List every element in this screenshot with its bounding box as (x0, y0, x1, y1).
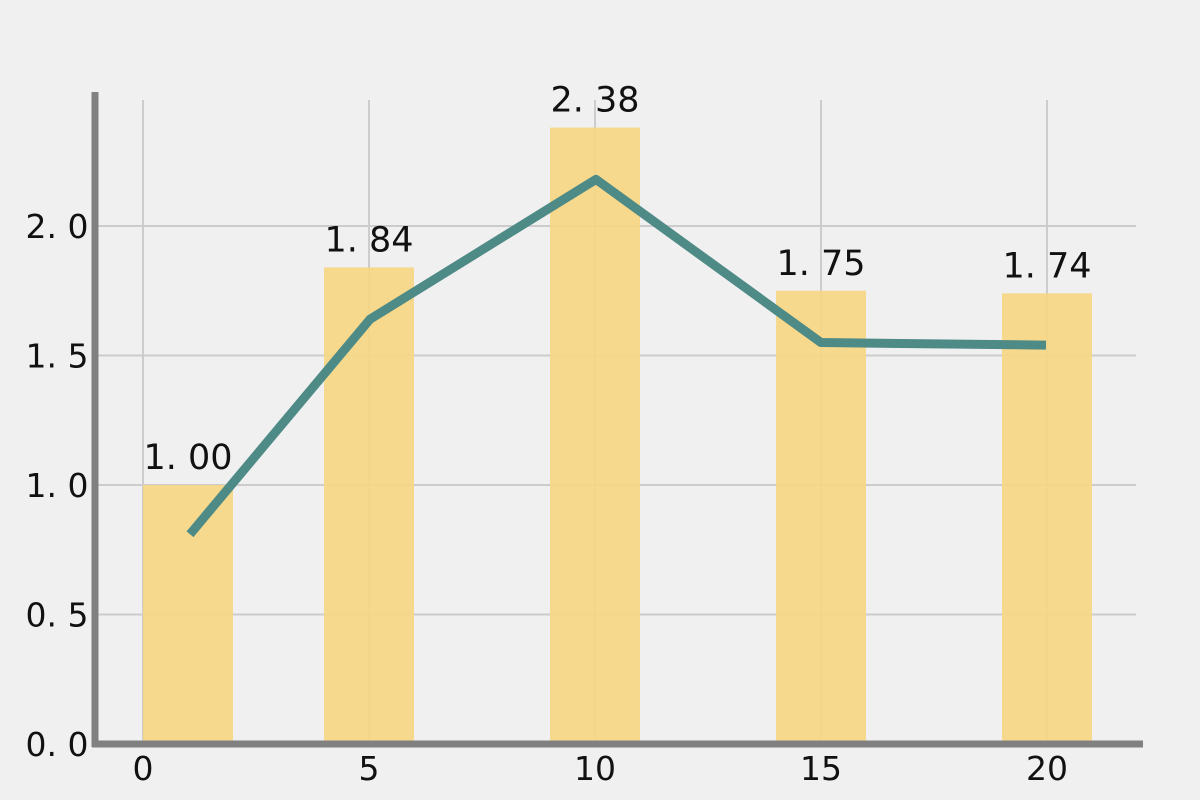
bar-0 (143, 485, 233, 744)
x-tick-label: 20 (1026, 749, 1068, 788)
y-tick-label: 0. 5 (26, 596, 89, 635)
bar-5 (324, 267, 414, 744)
y-tick-label: 0. 0 (26, 725, 89, 764)
y-tick-label: 1. 5 (26, 337, 89, 376)
axis-layer (91, 92, 1143, 748)
bar-10 (550, 127, 640, 744)
bar-layer (143, 127, 1092, 744)
bar-value-label: 2. 38 (550, 81, 639, 121)
bar-value-label: 1. 75 (776, 244, 865, 284)
y-tick-label: 2. 0 (26, 207, 89, 246)
y-tick-label: 1. 0 (26, 466, 89, 505)
bar-20 (1002, 293, 1092, 744)
bar-15 (776, 290, 866, 744)
x-tick-label: 0 (133, 749, 154, 788)
bar-value-label: 1. 84 (324, 220, 413, 260)
bar-value-label: 1. 00 (143, 438, 232, 478)
line-layer (186, 174, 1047, 538)
x-tick-label: 15 (800, 749, 842, 788)
label-layer: 1. 00 1. 84 2. 38 1. 75 1. 74 0. 0 0. 5 1. 0 1. … (26, 81, 1092, 788)
x-tick-label: 10 (574, 749, 616, 788)
bar-value-label: 1. 74 (1002, 246, 1091, 286)
x-tick-label: 5 (359, 749, 380, 788)
